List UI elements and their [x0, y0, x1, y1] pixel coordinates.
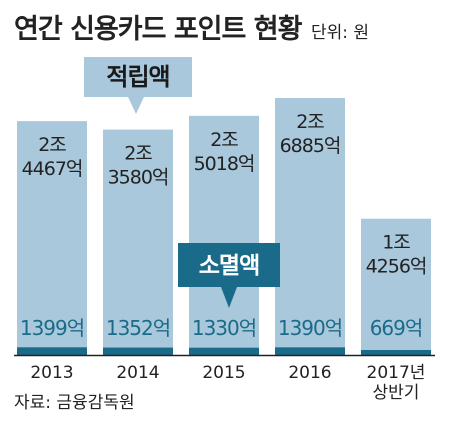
callout-expired: 소멸액: [178, 243, 280, 308]
expired-value-label: 1330억: [192, 316, 256, 340]
accumulated-value-label: 2조: [296, 111, 324, 133]
x-tick-label: 2014: [116, 363, 159, 383]
callout-accumulated-text: 적립액: [106, 63, 169, 91]
accumulated-value-label: 4256억: [366, 256, 427, 278]
callout-expired-pointer: [221, 287, 237, 308]
accumulated-value-label: 3580억: [108, 167, 169, 189]
accumulated-value-label: 4467억: [22, 158, 83, 180]
expired-bar: [17, 347, 87, 355]
expired-value-label: 1399억: [20, 316, 84, 340]
expired-bar: [189, 347, 259, 355]
accumulated-value-label: 2조: [124, 143, 152, 165]
unit-label: 단위: 원: [311, 23, 369, 43]
source-label: 자료: 금융감독원: [14, 393, 135, 413]
callout-accumulated: 적립액: [84, 57, 192, 114]
callout-expired-box: [178, 243, 280, 287]
accumulated-bar: [361, 218, 431, 355]
callout-accumulated-box: [84, 57, 192, 97]
accumulated-value-label: 2조: [210, 129, 238, 151]
x-tick-label: 2015: [202, 363, 245, 383]
accumulated-bar: [189, 115, 259, 355]
callout-expired-text: 소멸액: [199, 253, 259, 279]
x-tick-label: 2017년: [367, 363, 426, 383]
accumulated-bar: [275, 98, 345, 355]
callout-accumulated-pointer: [128, 97, 144, 114]
accumulated-bar: [103, 129, 173, 355]
accumulated-bar: [17, 121, 87, 355]
accumulated-value-label: 2조: [38, 134, 66, 156]
data-labels: 2조4467억1399억2조3580억1352억2조5018억1330억2조68…: [20, 111, 428, 340]
accumulated-bars: [17, 98, 431, 355]
expired-value-label: 1352억: [106, 316, 170, 340]
expired-bar: [361, 350, 431, 355]
expired-bars: [17, 347, 431, 355]
x-tick-label: 2016: [288, 363, 331, 383]
x-tick-label: 상반기: [373, 383, 420, 403]
x-tick-label: 2013: [30, 363, 73, 383]
expired-bar: [103, 347, 173, 355]
accumulated-value-label: 1조: [382, 232, 410, 254]
expired-value-label: 1390억: [278, 316, 342, 340]
accumulated-value-label: 6885억: [280, 135, 341, 157]
expired-bar: [275, 347, 345, 355]
chart-title: 연간 신용카드 포인트 현황: [14, 14, 303, 45]
accumulated-value-label: 5018억: [194, 153, 255, 175]
expired-value-label: 669억: [370, 316, 423, 340]
